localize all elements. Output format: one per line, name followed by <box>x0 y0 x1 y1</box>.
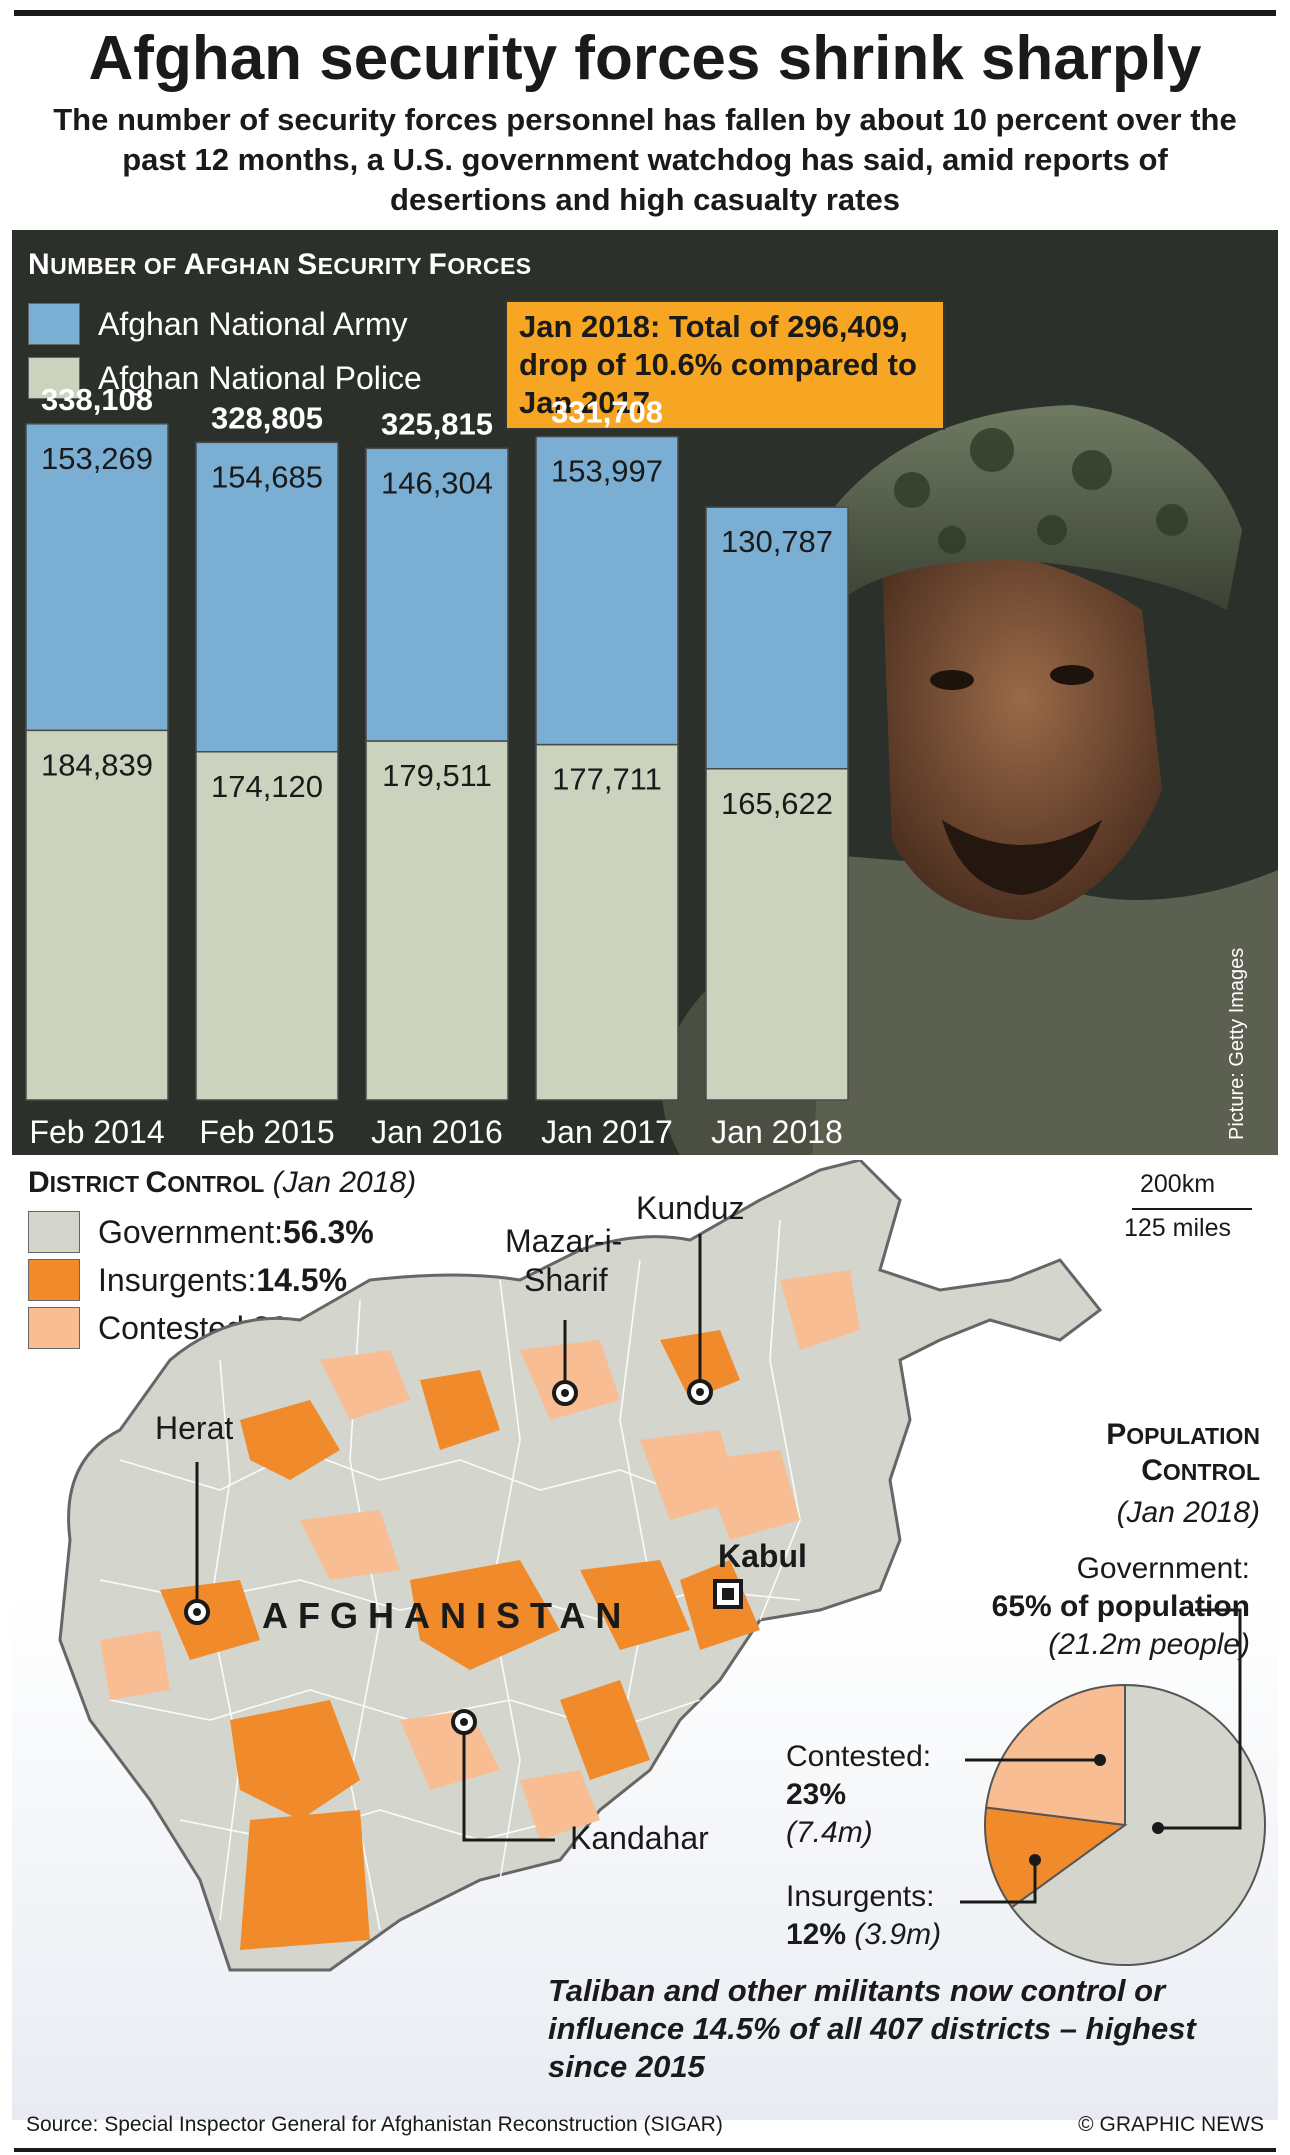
swatch-government <box>28 1211 80 1253</box>
legend-swatch-army <box>28 303 80 345</box>
label-police-2: 179,511 <box>382 758 492 793</box>
legend-label-army: Afghan National Army <box>98 305 408 342</box>
city-marker-kandahar <box>451 1709 555 1842</box>
label-police-0: 184,839 <box>41 747 153 782</box>
label-army-1: 154,685 <box>211 459 323 494</box>
pie-label-gov: Government: 65% of population (21.2m peo… <box>991 1552 1250 1661</box>
bar-police-3 <box>535 743 679 1101</box>
tick-label-2: Jan 2016 <box>371 1114 503 1150</box>
district-legend-insurgents: Insurgents: 14.5% <box>28 1258 347 1302</box>
country-label: AFGHANISTAN <box>262 1595 632 1636</box>
tick-label-4: Jan 2018 <box>711 1114 843 1150</box>
label-police-4: 165,622 <box>721 786 833 821</box>
bar-police-4 <box>705 768 849 1101</box>
bar-police-1 <box>195 751 339 1101</box>
page-subtitle: The number of security forces personnel … <box>53 102 1237 217</box>
scale-miles: 125 miles <box>1124 1214 1231 1242</box>
legend-army: Afghan National Army <box>28 302 408 346</box>
tick-label-1: Feb 2015 <box>199 1114 334 1150</box>
footnote: Taliban and other militants now control … <box>548 1973 1196 2084</box>
bar-police-0 <box>25 729 169 1101</box>
population-pie <box>984 1683 1266 1966</box>
city-label-kandahar: Kandahar <box>570 1820 709 1856</box>
contested-districts <box>100 1270 860 1840</box>
city-label-herat: Herat <box>155 1410 234 1446</box>
population-title-line2: CONTROL <box>1141 1454 1260 1487</box>
pie-label-insurgents: Insurgents: 12% (3.9m) <box>786 1880 942 1951</box>
district-legend-government: Government: 56.3% <box>28 1210 374 1254</box>
city-label-mazar: Mazar-i- <box>505 1223 623 1259</box>
swatch-insurgents <box>28 1259 80 1301</box>
label-police-3: 177,711 <box>552 762 662 797</box>
chart-title: NUMBER OF AFGHAN SECURITY FORCES <box>28 248 532 281</box>
label-total-0: 338,108 <box>41 382 153 417</box>
population-title-line1: POPULATION <box>1106 1418 1260 1451</box>
legend-swatch-police <box>28 357 80 399</box>
legend-police: Afghan National Police <box>28 356 422 400</box>
bar-chart: 184,839 153,269 338,108 Feb 2014 174,120 154,… <box>25 382 849 1150</box>
label-total-2: 325,815 <box>381 406 493 441</box>
legend-label-police: Afghan National Police <box>98 359 422 396</box>
photo-credit: Picture: Getty Images <box>1226 947 1248 1140</box>
copyright: © GRAPHIC NEWS <box>1078 2113 1264 2136</box>
bar-army-0 <box>25 423 169 732</box>
label-army-0: 153,269 <box>41 441 153 476</box>
label-police-1: 174,120 <box>211 769 323 804</box>
pie-slice-contested <box>984 1683 1126 1827</box>
population-date: (Jan 2018) <box>1116 1496 1260 1529</box>
city-label-kunduz: Kunduz <box>636 1190 745 1226</box>
tick-label-3: Jan 2017 <box>541 1114 673 1150</box>
insurgent-districts <box>160 1330 760 1950</box>
city-marker-kabul <box>713 1579 743 1609</box>
city-marker-herat <box>184 1462 210 1625</box>
district-control-title: DISTRICT CONTROL (Jan 2018) <box>28 1166 417 1199</box>
label-army-2: 146,304 <box>381 465 493 500</box>
callout-jan-2018: Jan 2018: Total of 296,409, drop of 10.6… <box>505 300 945 430</box>
bar-army-3 <box>535 435 679 746</box>
label-total-3: 331,708 <box>551 395 663 430</box>
city-label-kabul: Kabul <box>718 1538 807 1574</box>
city-marker-kunduz <box>687 1234 713 1405</box>
city-marker-mazar <box>552 1320 578 1406</box>
label-army-3: 153,997 <box>551 454 663 489</box>
bar-army-1 <box>195 441 339 753</box>
afghanistan-map <box>58 1160 1103 1972</box>
label-total-1: 328,805 <box>211 400 323 435</box>
page-title: Afghan security forces shrink sharply <box>88 24 1202 93</box>
swatch-contested <box>28 1307 80 1349</box>
scale-km: 200km <box>1140 1170 1216 1198</box>
city-label-sharif: Sharif <box>524 1262 608 1298</box>
scale-bar <box>1132 1208 1252 1210</box>
bottom-rule <box>14 2148 1276 2152</box>
bar-police-2 <box>365 740 509 1101</box>
bar-army-4 <box>705 506 849 770</box>
top-rule <box>14 10 1276 16</box>
label-army-4: 130,787 <box>721 524 833 559</box>
tick-label-0: Feb 2014 <box>29 1114 164 1150</box>
source: Source: Special Inspector General for Af… <box>26 2113 723 2136</box>
pie-label-contested: Contested: 23% (7.4m) <box>786 1740 932 1849</box>
bar-army-2 <box>365 447 509 742</box>
